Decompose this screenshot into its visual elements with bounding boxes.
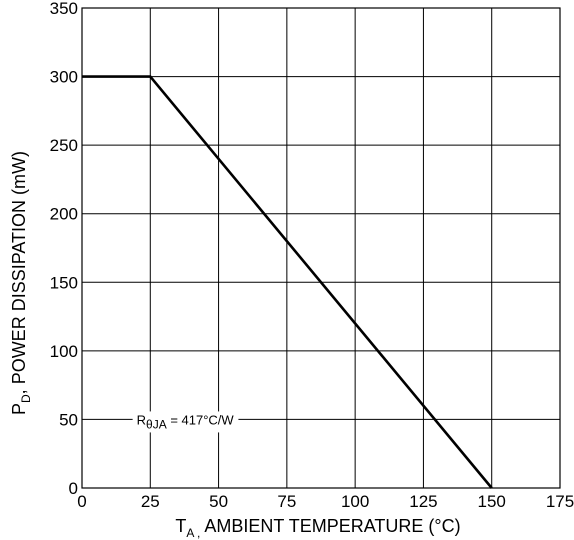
y-tick-label: 100 xyxy=(50,342,78,361)
y-tick-label: 200 xyxy=(50,205,78,224)
x-axis-label-subscript: A , xyxy=(186,526,200,540)
x-tick-label: 75 xyxy=(277,492,296,511)
x-tick-label: 25 xyxy=(141,492,160,511)
y-axis-label-main: P xyxy=(9,403,29,415)
x-tick-label: 175 xyxy=(546,492,574,511)
y-tick-labels: 0 50 100 150 200 250 300 350 xyxy=(50,0,78,498)
y-axis-label: PD, POWER DISSIPATION (mW) xyxy=(9,151,33,415)
chart-grid xyxy=(81,7,561,489)
x-tick-labels: 0 25 50 75 100 125 150 175 xyxy=(77,492,574,511)
y-axis-label-rest: , POWER DISSIPATION (mW) xyxy=(9,151,29,394)
x-axis-label-main: T xyxy=(175,516,186,536)
annotation-rest: = 417°C/W xyxy=(167,412,235,427)
y-tick-label: 300 xyxy=(50,68,78,87)
y-tick-label: 150 xyxy=(50,273,78,292)
y-tick-label: 350 xyxy=(50,0,78,18)
x-axis-label: TA , AMBIENT TEMPERATURE (°C) xyxy=(175,516,460,540)
chart-series xyxy=(82,75,493,489)
y-tick-label: 50 xyxy=(59,410,78,429)
x-tick-label: 0 xyxy=(77,492,86,511)
annotation-background xyxy=(132,411,239,433)
derating-curve xyxy=(82,75,493,489)
x-tick-label: 50 xyxy=(209,492,228,511)
y-tick-label: 250 xyxy=(50,136,78,155)
x-tick-label: 125 xyxy=(409,492,437,511)
y-axis-label-subscript: D xyxy=(19,394,33,403)
y-tick-label: 0 xyxy=(69,479,78,498)
annotation-main: R xyxy=(137,412,146,427)
plot-frame xyxy=(81,7,561,489)
x-axis-label-rest: AMBIENT TEMPERATURE (°C) xyxy=(200,516,460,536)
annotation-subscript: θJA xyxy=(146,417,167,431)
x-tick-label: 150 xyxy=(478,492,506,511)
annotation-thermal-resistance: RθJA = 417°C/W xyxy=(137,412,235,431)
x-tick-label: 100 xyxy=(341,492,369,511)
